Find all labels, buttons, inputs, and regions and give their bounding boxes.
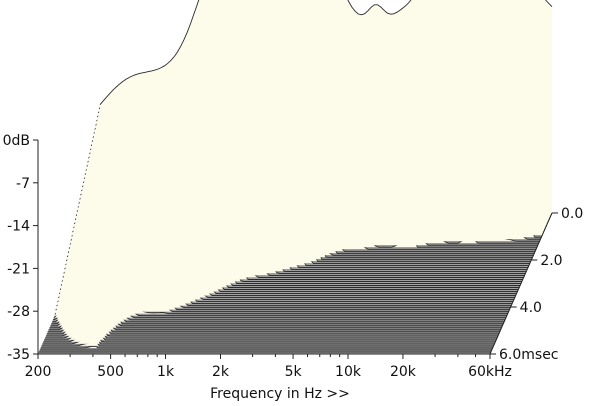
decay-slice <box>44 329 497 341</box>
x-axis-title: Frequency in Hz >> <box>210 386 350 402</box>
decay-slice <box>50 300 503 327</box>
y-tick-label: -14 <box>7 219 30 235</box>
decay-slice <box>52 288 506 321</box>
x-axis-ticks: 200 500 1k 2k 5k 10k 20k 60kHz <box>25 354 512 380</box>
x-tick-label: 5k <box>285 364 303 380</box>
y-tick-label: -7 <box>16 176 30 192</box>
time-tick-label: 2.0 <box>540 253 562 269</box>
decay-slice <box>45 325 498 339</box>
time-tick-label: 4.0 <box>520 300 542 316</box>
x-tick-label: 60kHz <box>468 364 512 380</box>
time-tick-label: 0.0 <box>561 206 583 222</box>
x-tick-label: 10k <box>335 364 362 380</box>
decay-slice <box>47 312 500 333</box>
x-tick-label: 500 <box>97 364 124 380</box>
decay-slice <box>99 0 553 105</box>
y-axis-ticks: 0dB -7 -14 -21 -28 -35 <box>3 133 38 363</box>
decay-slice <box>46 317 499 335</box>
x-tick-label: 200 <box>25 364 52 380</box>
time-axis-ticks: 0.0 2.0 4.0 6.0msec <box>490 206 583 363</box>
y-tick-label: -28 <box>7 304 30 320</box>
decay-traces <box>38 0 553 355</box>
decay-slice <box>49 304 502 329</box>
axes <box>37 140 553 355</box>
decay-slice-fill <box>41 342 494 346</box>
decay-slice-fill <box>42 338 495 344</box>
x-tick-label: 1k <box>157 364 175 380</box>
decay-slice-fill <box>45 325 498 338</box>
x-tick-label: 20k <box>390 364 417 380</box>
decay-slice <box>46 321 498 337</box>
time-axis-line <box>489 212 553 355</box>
y-tick-label: -35 <box>7 347 30 363</box>
decay-slice <box>42 337 495 345</box>
decay-slice <box>52 292 505 323</box>
decay-slice-fill <box>44 329 497 340</box>
time-tick-label: 6.0msec <box>499 347 559 363</box>
decay-slice <box>40 345 493 349</box>
decay-slice <box>41 341 494 347</box>
y-tick-label: -21 <box>7 261 30 277</box>
y-tick-label: 0dB <box>3 133 30 149</box>
decay-slice-fill <box>100 0 552 213</box>
decay-slice <box>48 308 501 331</box>
decay-slice <box>43 333 496 343</box>
decay-slice-fill <box>43 334 496 342</box>
decay-slice <box>51 296 504 325</box>
x-tick-label: 2k <box>212 364 230 380</box>
